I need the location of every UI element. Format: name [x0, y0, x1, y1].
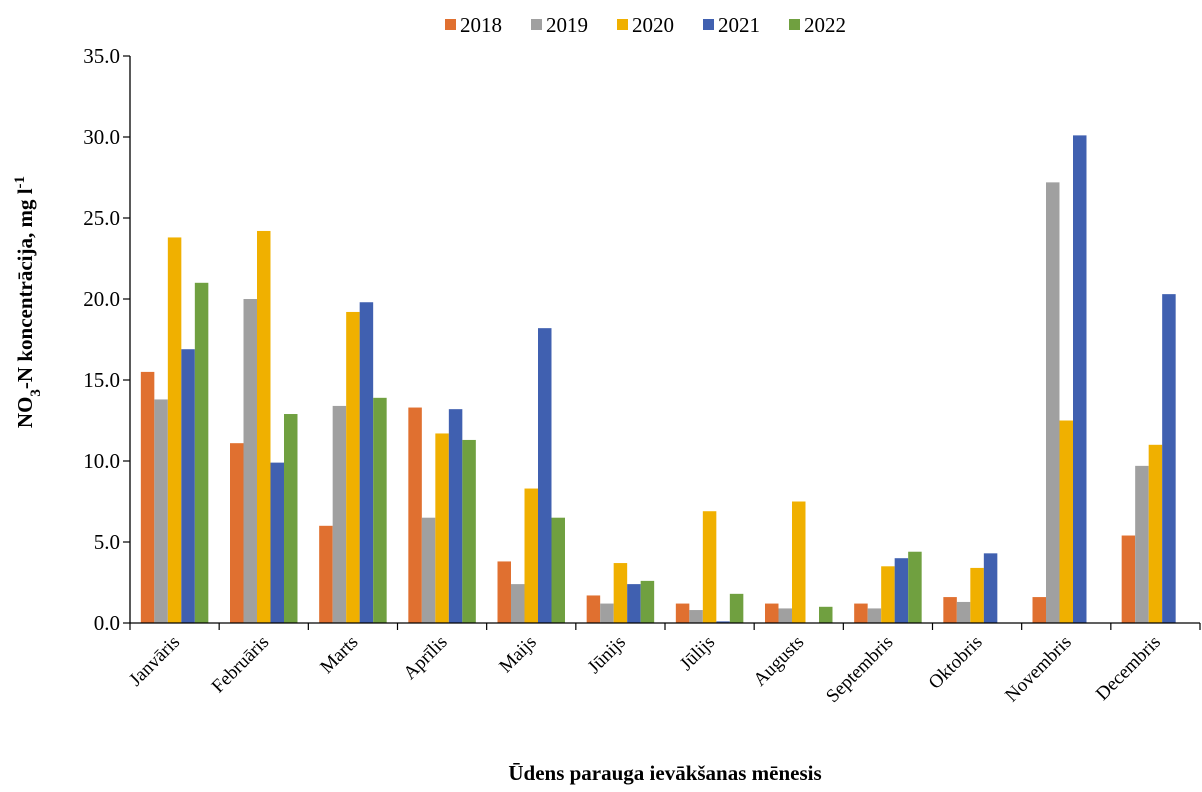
- bar-2019-Decembris: [1135, 465, 1149, 623]
- bar-2018-Novembris: [1032, 597, 1046, 623]
- bar-2021-Janvāris: [181, 349, 195, 623]
- x-axis: Janvāris Februāris Marts Aprīlis Maijs Jūnijs…: [125, 622, 1201, 707]
- x-category-label: Maijs: [495, 632, 540, 677]
- y-tick-label: 5.0: [94, 530, 120, 554]
- bar-2020-Maijs: [524, 488, 538, 623]
- x-category-label: Jūlijs: [676, 632, 719, 675]
- legend-label-2021: 2021: [718, 13, 760, 37]
- bar-2018-Maijs: [497, 561, 511, 623]
- x-category-label: Februāris: [208, 632, 274, 698]
- legend-label-2022: 2022: [804, 13, 846, 37]
- bar-2022-Maijs: [551, 517, 565, 623]
- bar-2022-Marts: [373, 397, 387, 623]
- bar-2018-Aprīlis: [408, 407, 422, 623]
- bar-2019-Februāris: [243, 299, 257, 623]
- y-title-subscript: 3: [28, 389, 44, 397]
- y-title-part: -N koncentrācija, mg l: [13, 188, 37, 389]
- bar-2019-Septembris: [867, 608, 882, 623]
- bar-2020-Jūnijs: [613, 563, 628, 623]
- y-tick-label: 20.0: [83, 287, 120, 311]
- bar-2018-Jūnijs: [586, 595, 601, 623]
- legend-swatch-2022: [789, 19, 800, 30]
- bar-2020-Aprīlis: [435, 433, 449, 623]
- y-title-superscript: -1: [12, 176, 28, 189]
- bar-2020-Oktobris: [970, 567, 984, 623]
- y-tick-label: 30.0: [83, 125, 120, 149]
- bar-2019-Janvāris: [154, 399, 168, 623]
- bar-2018-Jūlijs: [675, 603, 690, 623]
- bars: [140, 135, 1176, 624]
- bar-2018-Oktobris: [943, 597, 957, 623]
- bar-2021-Februāris: [270, 462, 284, 623]
- legend-swatch-2020: [617, 19, 628, 30]
- bar-2021-Marts: [359, 302, 374, 623]
- x-category-label: Marts: [316, 632, 362, 678]
- bar-2019-Jūlijs: [689, 610, 703, 623]
- legend-swatch-2019: [531, 19, 542, 30]
- bar-2019-Oktobris: [956, 601, 971, 623]
- x-category-label: Aprīlis: [399, 632, 451, 684]
- bar-2020-Septembris: [881, 566, 895, 623]
- bar-2020-Janvāris: [167, 237, 182, 623]
- y-axis-title: NO3-N koncentrācija, mg l-1: [12, 176, 44, 428]
- bar-2019-Aprīlis: [421, 517, 436, 623]
- bar-2018-Marts: [319, 525, 333, 623]
- bar-2019-Maijs: [511, 584, 525, 623]
- bar-2019-Augusts: [778, 608, 792, 623]
- legend-swatch-2021: [703, 19, 714, 30]
- x-category-label: Oktobris: [925, 632, 987, 694]
- legend: 2018 2019 2020 2021 2022: [445, 13, 846, 37]
- bar-2019-Novembris: [1046, 182, 1060, 624]
- x-category-label: Jūnijs: [584, 632, 630, 678]
- bar-2019-Jūnijs: [600, 603, 614, 623]
- bar-2020-Jūlijs: [702, 511, 717, 623]
- bar-2021-Oktobris: [983, 553, 998, 623]
- bar-2019-Marts: [332, 405, 347, 623]
- bar-2022-Augusts: [819, 606, 833, 623]
- y-tick-label: 0.0: [94, 611, 120, 635]
- bar-2018-Februāris: [230, 443, 244, 623]
- bar-2020-Februāris: [257, 230, 271, 623]
- bar-2022-Septembris: [908, 551, 922, 623]
- bar-2022-Jūnijs: [640, 580, 655, 623]
- x-axis-title: Ūdens parauga ievākšanas mēnesis: [508, 761, 821, 785]
- bar-2021-Maijs: [538, 328, 552, 623]
- y-tick-label: 35.0: [83, 44, 120, 68]
- bar-2021-Decembris: [1162, 294, 1176, 623]
- bar-2018-Janvāris: [140, 371, 155, 623]
- bar-2022-Jūlijs: [729, 593, 744, 623]
- bar-2021-Septembris: [894, 558, 909, 623]
- y-title-part: NO: [13, 397, 37, 429]
- bar-2021-Jūnijs: [627, 584, 641, 623]
- bar-2021-Aprīlis: [448, 409, 463, 623]
- bar-2020-Decembris: [1148, 444, 1163, 623]
- x-category-label: Augusts: [749, 632, 808, 691]
- legend-label-2018: 2018: [460, 13, 502, 37]
- bar-2018-Septembris: [854, 603, 868, 623]
- legend-swatch-2018: [445, 19, 456, 30]
- x-category-label: Janvāris: [125, 632, 184, 691]
- y-axis: 0.0 5.0 10.0 15.0 20.0 25.0 30.0 35.0: [83, 44, 131, 635]
- legend-label-2019: 2019: [546, 13, 588, 37]
- x-category-label: Novembris: [1001, 632, 1076, 707]
- bar-2021-Novembris: [1073, 135, 1087, 623]
- bar-2022-Februāris: [284, 414, 298, 623]
- bar-2020-Novembris: [1059, 420, 1073, 623]
- x-category-label: Decembris: [1092, 632, 1165, 705]
- bar-2021-Jūlijs: [716, 621, 730, 623]
- y-tick-label: 15.0: [83, 368, 120, 392]
- bar-2022-Aprīlis: [462, 439, 476, 623]
- bar-2018-Decembris: [1121, 535, 1136, 623]
- y-tick-label: 10.0: [83, 449, 120, 473]
- bar-2020-Augusts: [792, 501, 806, 623]
- bar-2022-Janvāris: [194, 282, 209, 623]
- legend-label-2020: 2020: [632, 13, 674, 37]
- y-tick-label: 25.0: [83, 206, 120, 230]
- x-category-label: Septembris: [822, 632, 897, 707]
- bar-2018-Augusts: [765, 603, 779, 623]
- bar-2020-Marts: [346, 311, 360, 623]
